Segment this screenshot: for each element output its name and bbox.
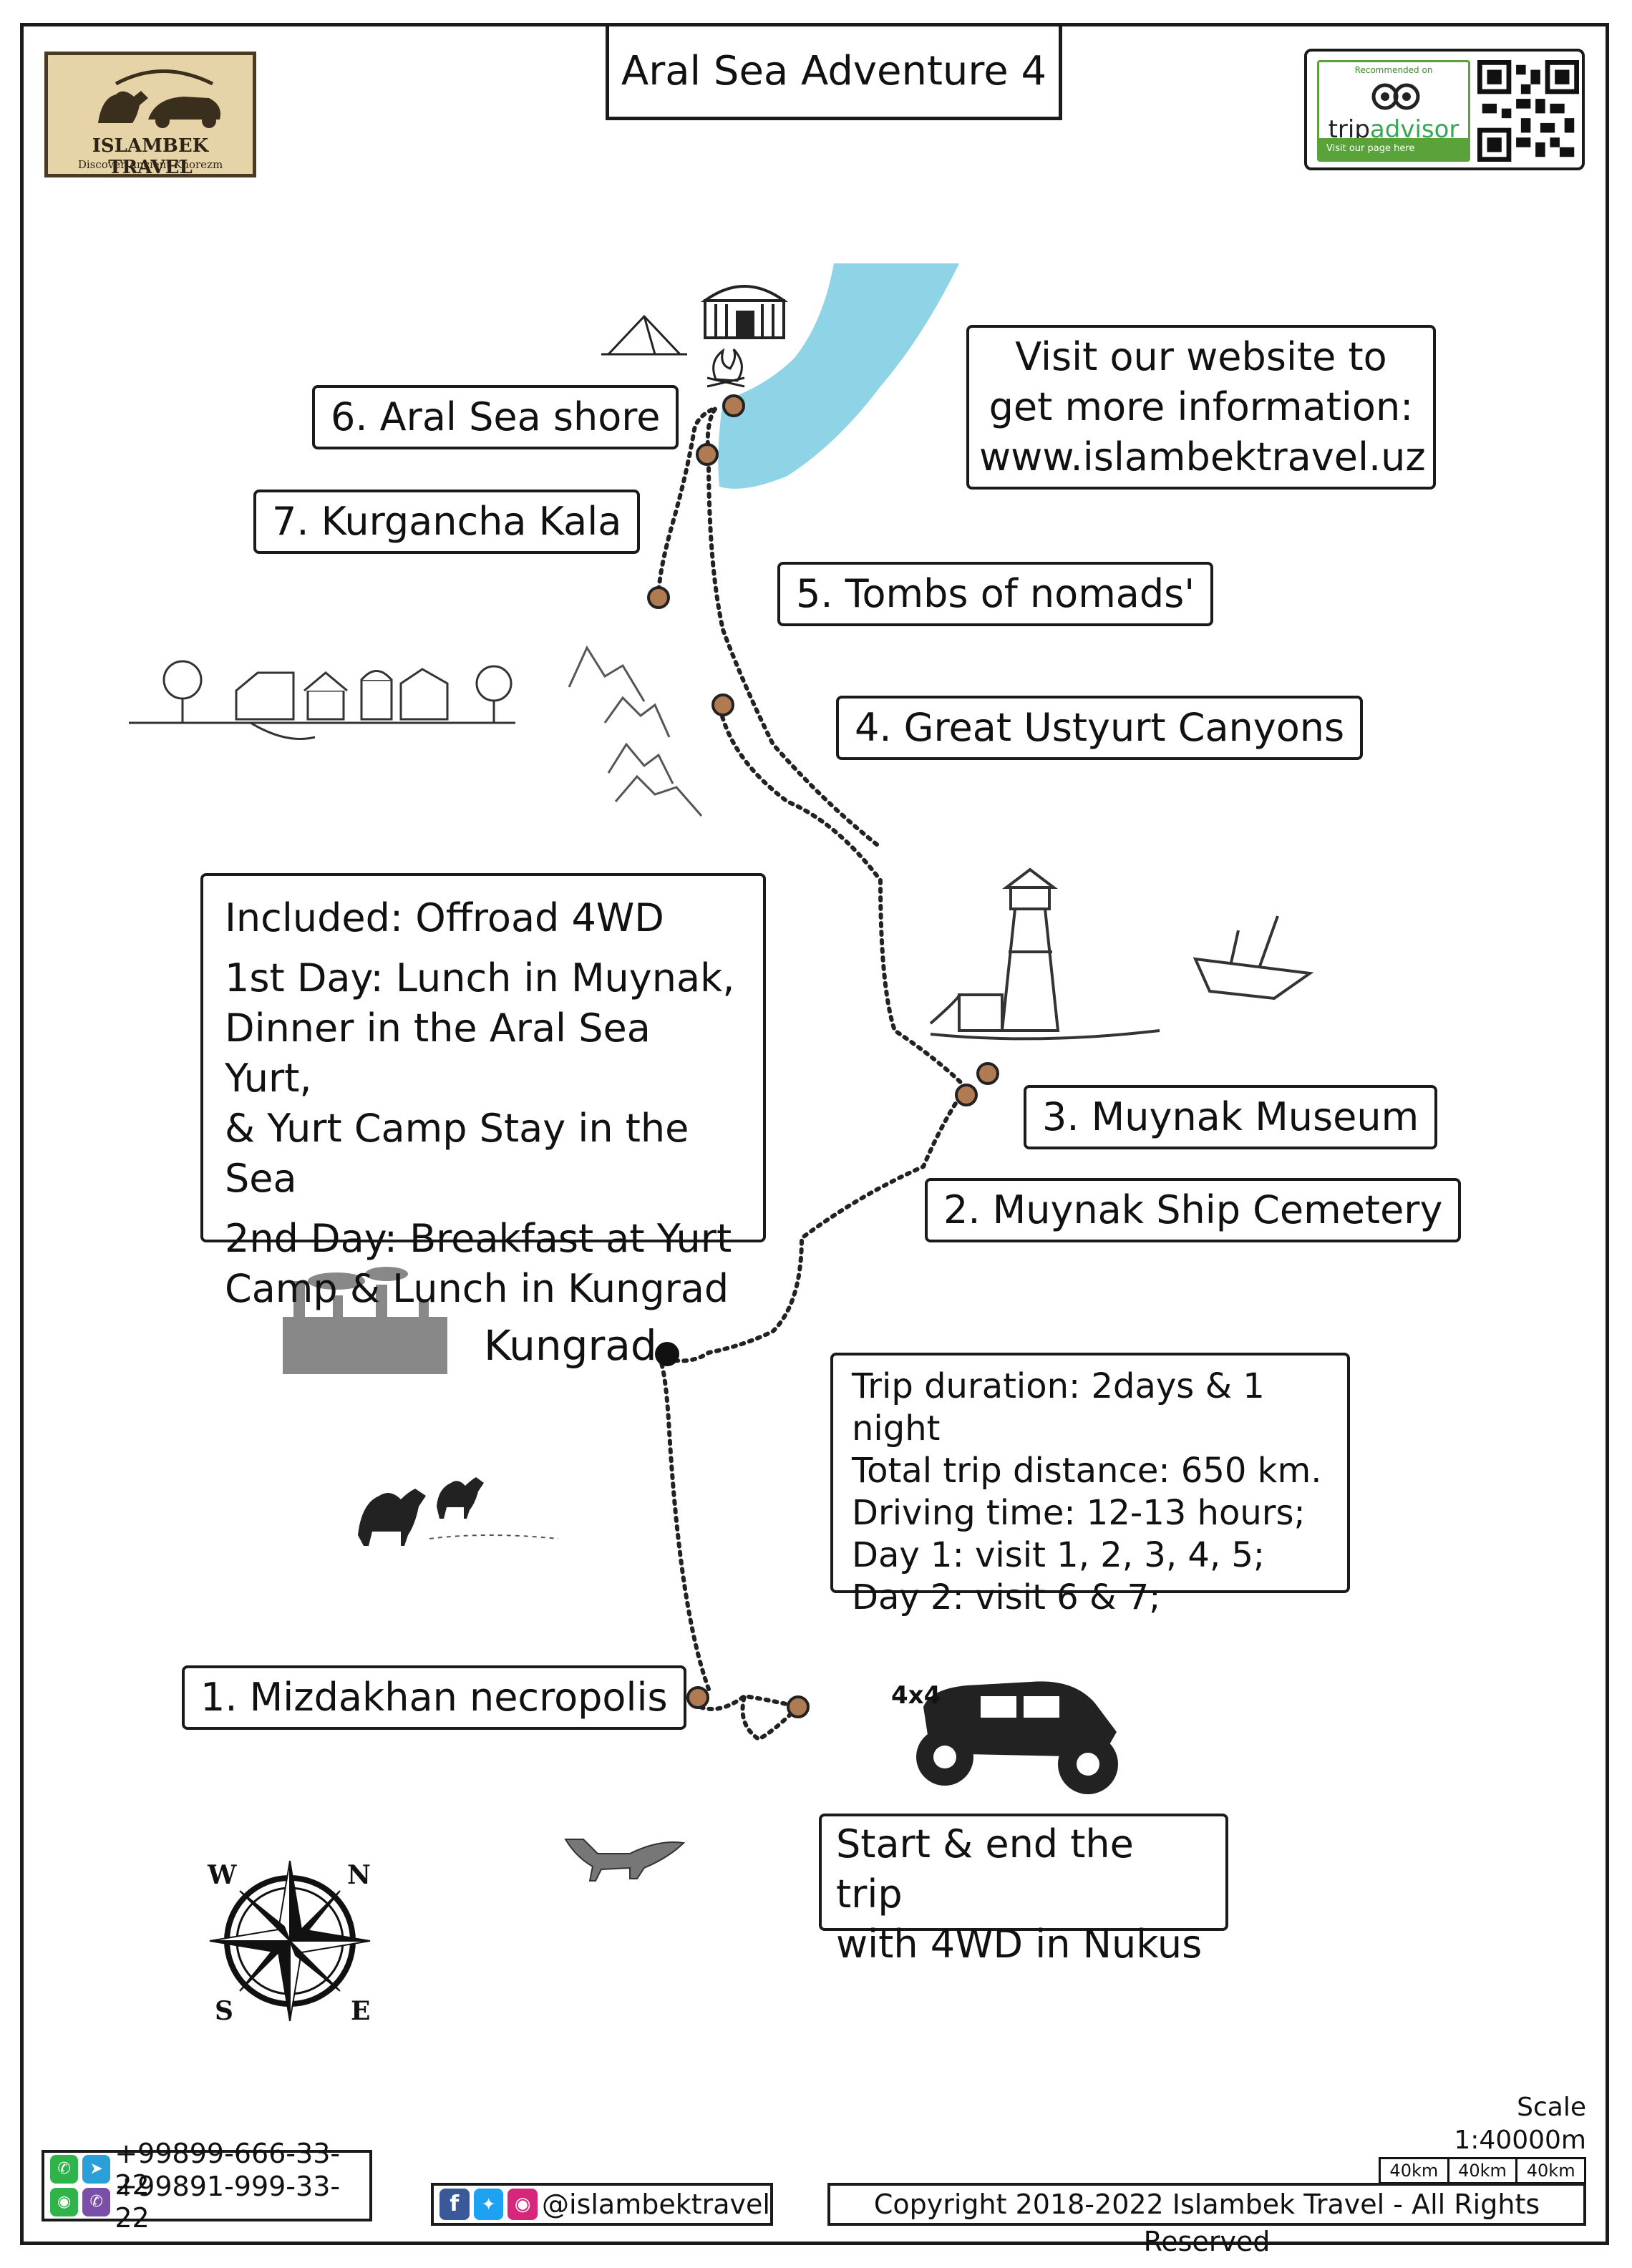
- scale-title: Scale 1:40000m: [1454, 2093, 1586, 2155]
- included-day2: 2nd Day: Breakfast at Yurt Camp & Lunch …: [225, 1214, 742, 1314]
- marker-5: [647, 586, 670, 609]
- marker-4: [711, 693, 734, 716]
- included-day1-line-1: 1st Day: Lunch in Muynak,: [225, 955, 735, 1001]
- aral-sea: [718, 263, 959, 489]
- website-line-1: Visit our website to: [1015, 334, 1387, 379]
- town-label-kungrad: Kungrad: [484, 1321, 657, 1370]
- map-scale: Scale 1:40000m 40km 40km 40km: [1379, 2091, 1586, 2184]
- logo-tagline: Discover Ancient Khorezm: [77, 158, 223, 171]
- logo-name: ISLAMBEK TRAVEL: [92, 135, 209, 178]
- copyright: Copyright 2018-2022 Islambek Travel - Al…: [827, 2183, 1586, 2257]
- social-handle[interactable]: @islambektravel: [542, 2189, 770, 2220]
- website-line-2: get more information:: [989, 384, 1414, 429]
- marker-7: [696, 443, 719, 466]
- phone-1[interactable]: +99899-666-33-22: [115, 2138, 341, 2201]
- start-line-1: Start & end the trip: [836, 1821, 1134, 1917]
- shipwreck-icon: [1193, 915, 1314, 1001]
- trip-info-box: Trip duration: 2days & 1 night Total tri…: [830, 1353, 1350, 1617]
- stop-label-6: 6. Aral Sea shore: [312, 385, 679, 449]
- stop-markers: [647, 394, 999, 1718]
- marker-1: [686, 1686, 709, 1709]
- stop-label-4: 4. Great Ustyurt Canyons: [836, 696, 1364, 760]
- stop-label-5: 5. Tombs of nomads': [777, 562, 1214, 626]
- phone-row-1[interactable]: ✆ ➤ +99899-666-33-22: [44, 2138, 369, 2201]
- scale-segment: 40km: [1381, 2159, 1449, 2182]
- viber-icon[interactable]: ✆: [82, 2188, 111, 2216]
- lighthouse-icon: [929, 867, 1160, 1041]
- page-title: Aral Sea Adventure 4: [606, 23, 1062, 120]
- instagram-icon[interactable]: ◉: [507, 2189, 538, 2220]
- yurt-icon: [700, 285, 789, 339]
- compass-w: W: [207, 1860, 237, 1890]
- camel-car-logo-icon: [98, 69, 220, 128]
- islambek-logo[interactable]: ISLAMBEK TRAVEL Discover Ancient Khorezm: [44, 52, 256, 178]
- owl-icon: [1371, 83, 1420, 110]
- website-url[interactable]: www.islambektravel.uz: [979, 434, 1426, 480]
- included-day1-line-3: & Yurt Camp Stay in the Sea: [225, 1106, 689, 1201]
- campfire-icon: [706, 348, 745, 388]
- contact-phones: ✆ ➤ +99899-666-33-22 ◉ ✆ +99891-999-33-2…: [42, 2138, 372, 2234]
- included-day2-line-1: 2nd Day: Breakfast at Yurt: [225, 1216, 732, 1261]
- tripadvisor-badge[interactable]: Recommended on tripadvisor Visit our pag…: [1304, 49, 1585, 170]
- website-box: Visit our website to get more informatio…: [966, 325, 1436, 490]
- twitter-icon[interactable]: ✦: [473, 2189, 504, 2220]
- scale-bar: 40km 40km 40km: [1379, 2157, 1586, 2184]
- compass-e: E: [351, 1996, 370, 2026]
- qr-code-icon[interactable]: [1477, 60, 1579, 162]
- included-box: Included: Offroad 4WD 1st Day: Lunch in …: [200, 873, 766, 1311]
- farm-icon: [129, 660, 515, 740]
- start-line-2: with 4WD in Nukus: [836, 1922, 1203, 1967]
- compass-rose-icon: [209, 1860, 371, 2022]
- compass-s: S: [215, 1996, 233, 2026]
- included-heading: Included: Offroad 4WD: [225, 895, 664, 940]
- trip-day2: Day 2: visit 6 & 7;: [852, 1577, 1161, 1617]
- social-links: f ✦ ◉ @islambektravel: [431, 2183, 773, 2226]
- trip-day1: Day 1: visit 1, 2, 3, 4, 5;: [852, 1535, 1266, 1575]
- whatsapp-icon[interactable]: ✆: [50, 2155, 79, 2184]
- vehicle-badge: 4x4: [891, 1681, 941, 1710]
- fox-icon: [564, 1839, 686, 1882]
- marker-3: [976, 1062, 999, 1085]
- included-day1: 1st Day: Lunch in Muynak, Dinner in the …: [225, 953, 742, 1204]
- stop-label-1: 1. Mizdakhan necropolis: [182, 1665, 686, 1730]
- marker-6: [722, 394, 745, 417]
- stop-label-3: 3. Muynak Museum: [1024, 1085, 1438, 1149]
- scale-segment: 40km: [1449, 2159, 1518, 2182]
- factory-icon: [283, 1267, 447, 1374]
- offroad-car-icon: [916, 1681, 1118, 1794]
- included-day1-line-2: Dinner in the Aral Sea Yurt,: [225, 1006, 651, 1101]
- facebook-icon[interactable]: f: [439, 2189, 470, 2220]
- phone-2[interactable]: +99891-999-33-22: [115, 2171, 341, 2234]
- marker-start: [787, 1695, 810, 1718]
- stop-label-7: 7. Kurgancha Kala: [253, 490, 641, 554]
- telegram-icon[interactable]: ➤: [82, 2155, 111, 2184]
- stop-label-2: 2. Muynak Ship Cemetery: [925, 1178, 1462, 1242]
- phone-row-2[interactable]: ◉ ✆ +99891-999-33-22: [44, 2171, 369, 2234]
- kungrad-marker: [655, 1342, 679, 1366]
- scale-segment: 40km: [1526, 2161, 1575, 2181]
- trip-distance: Total trip distance: 650 km.: [852, 1451, 1322, 1491]
- tent-icon: [601, 314, 687, 356]
- mountains-icon: [568, 645, 703, 817]
- compass-n: N: [347, 1860, 371, 1890]
- camels-icon: [358, 1477, 559, 1546]
- route-path: [656, 403, 968, 1742]
- tripadvisor-visit-link[interactable]: Visit our page here: [1319, 138, 1468, 160]
- marker-2: [955, 1084, 978, 1106]
- tripadvisor-recommended: Recommended on: [1354, 65, 1433, 75]
- tripadvisor-panel[interactable]: Recommended on tripadvisor Visit our pag…: [1317, 60, 1470, 162]
- trip-driving-time: Driving time: 12-13 hours;: [852, 1493, 1306, 1533]
- trip-duration: Trip duration: 2days & 1 night: [852, 1366, 1265, 1449]
- start-box: Start & end the trip with 4WD in Nukus: [819, 1814, 1228, 1967]
- wechat-icon[interactable]: ◉: [50, 2188, 79, 2216]
- included-day2-line-2: Camp & Lunch in Kungrad: [225, 1266, 729, 1311]
